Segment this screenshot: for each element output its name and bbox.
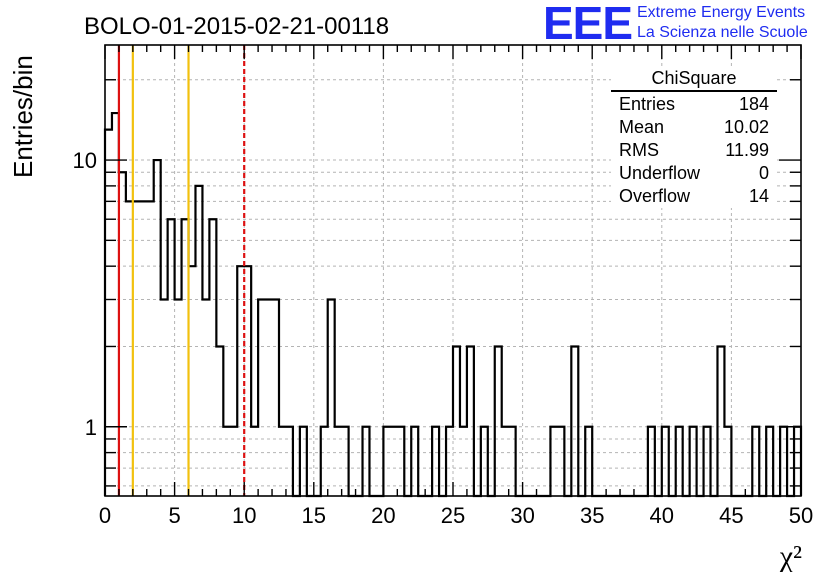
x-tick-label: 45 (719, 503, 743, 528)
axis-ticks (104, 45, 802, 496)
logo-mark: EEE (543, 0, 633, 49)
x-tick-label: 15 (302, 503, 326, 528)
histogram-outline (103, 111, 803, 498)
logo-line-2: La Scienza nelle Scuole (637, 24, 808, 41)
x-tick-label: 0 (99, 503, 111, 528)
stats-row-mean: Mean 10.02 (619, 117, 769, 140)
marker-lines (117, 45, 246, 496)
y-tick-label: 10 (73, 148, 97, 173)
logo-line-1: Extreme Energy Events (637, 4, 806, 21)
x-tick-label: 5 (168, 503, 180, 528)
stats-label: Mean (619, 117, 665, 137)
stats-label: Entries (619, 94, 676, 114)
stats-title: ChiSquare (651, 68, 737, 88)
stats-box: ChiSquare Entries 184 Mean 10.02 RMS 11.… (611, 66, 777, 208)
y-tick-label: 1 (85, 415, 97, 440)
stats-row-rms: RMS 11.99 (619, 140, 769, 163)
histogram-series (103, 111, 803, 498)
stats-label: Underflow (619, 163, 701, 183)
x-tick-label: 40 (650, 503, 674, 528)
y-tick-labels: 1 10 (73, 148, 97, 440)
x-tick-label: 25 (441, 503, 465, 528)
x-tick-label: 10 (232, 503, 256, 528)
eee-logo: EEE Extreme Energy Events La Scienza nel… (543, 0, 833, 49)
y-axis-label: Entries/bin (8, 55, 38, 178)
x-tick-label: 50 (789, 503, 813, 528)
stats-label: Overflow (619, 186, 691, 206)
stats-label: RMS (619, 140, 659, 160)
x-tick-label: 30 (510, 503, 534, 528)
stats-row-underflow: Underflow 0 (619, 163, 769, 186)
x-tick-label: 35 (580, 503, 604, 528)
x-tick-label: 20 (371, 503, 395, 528)
stats-row-entries: Entries 184 (619, 94, 769, 117)
x-tick-labels: 0 5 10 15 20 25 30 35 40 45 50 (99, 503, 813, 528)
chart-title: BOLO-01-2015-02-21-00118 (84, 13, 389, 40)
stats-value: 10.02 (723, 117, 769, 137)
x-axis-label: χ² (779, 540, 802, 572)
stats-row-overflow: Overflow 14 (619, 186, 769, 209)
stats-value: 184 (738, 94, 769, 114)
stats-value: 11.99 (725, 140, 769, 160)
stats-divider (611, 90, 777, 92)
stats-value: 14 (748, 186, 769, 206)
stats-value: 0 (758, 163, 769, 183)
